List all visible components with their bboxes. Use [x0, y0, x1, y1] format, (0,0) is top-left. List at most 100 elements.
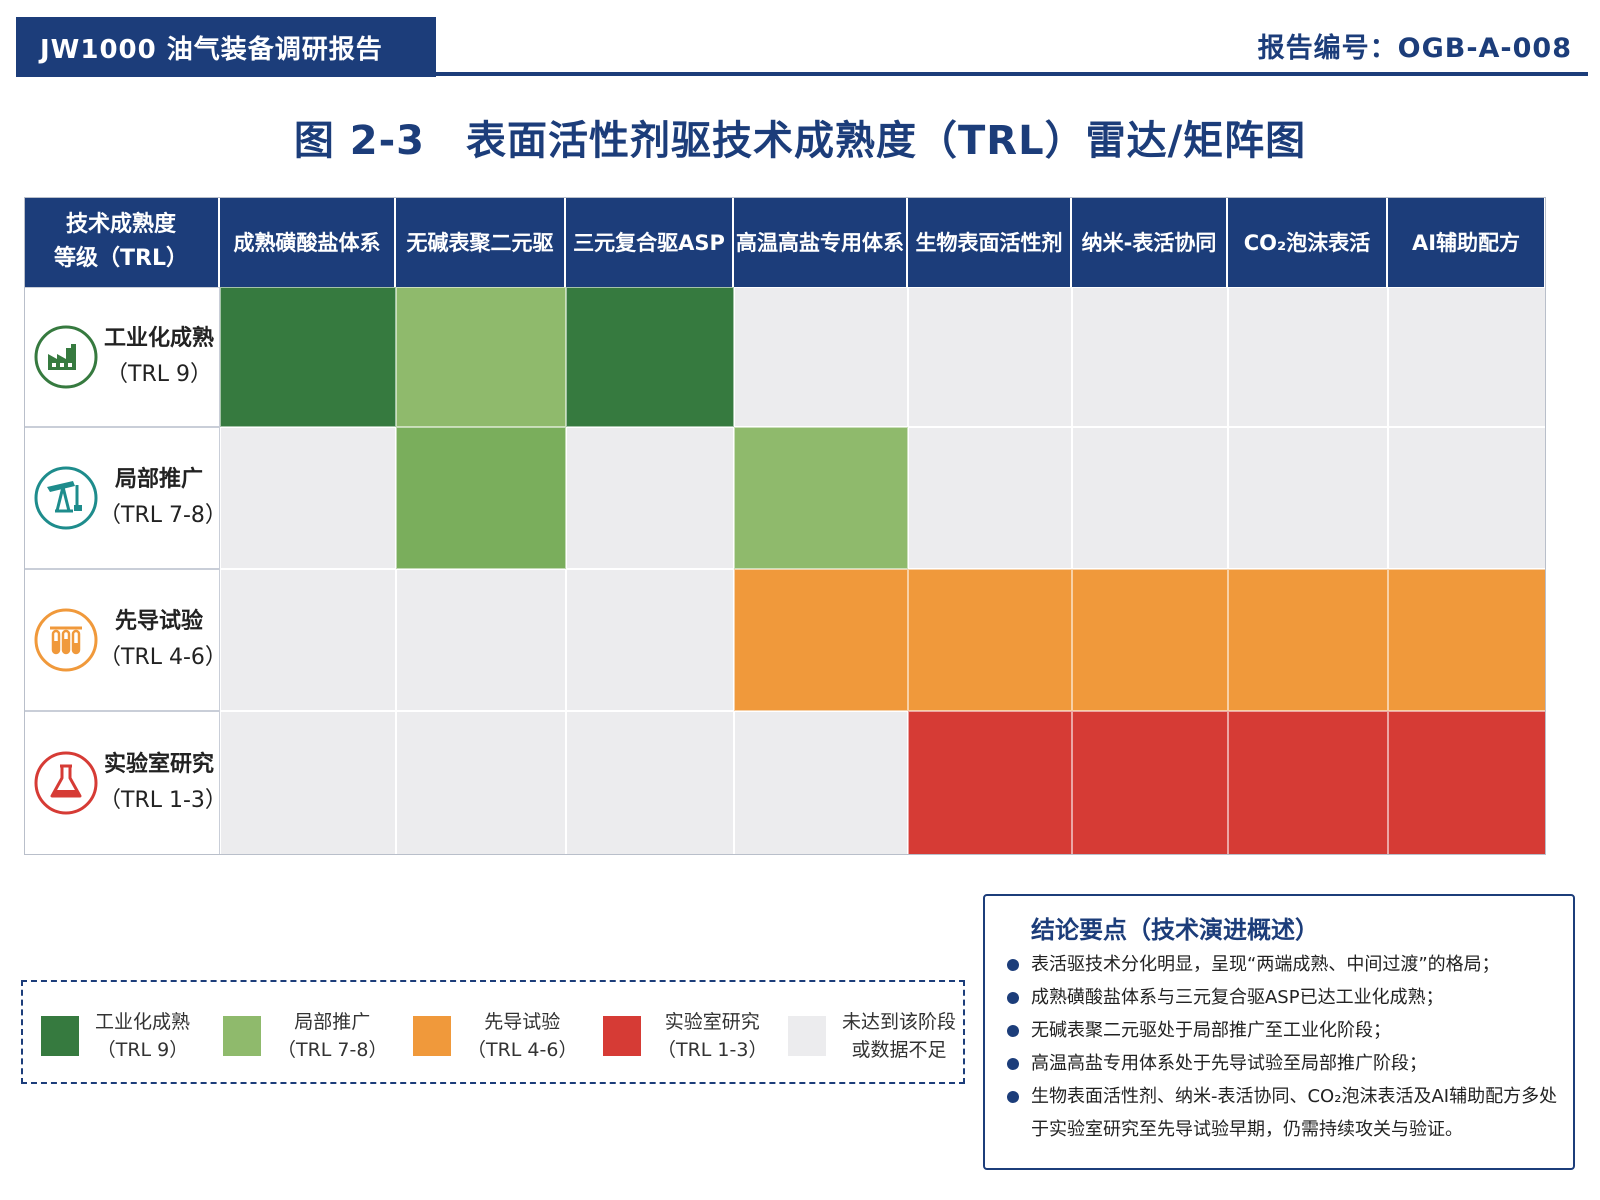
row-header-text: 局部推广 （TRL 7-8） [99, 462, 227, 534]
matrix-cell [396, 711, 566, 855]
key-points-title: 结论要点（技术演进概述） [1031, 916, 1319, 944]
matrix-cell [1388, 287, 1546, 427]
bullet-icon [1007, 1091, 1019, 1103]
bullet-icon [1007, 992, 1019, 1004]
column-header: 高温高盐专用体系 [734, 197, 908, 287]
key-point: 生物表面活性剂、纳米-表活协同、CO₂泡沫表活及AI辅助配方多处于实验室研究至先… [1007, 1080, 1567, 1146]
matrix-cell [396, 287, 566, 427]
row-header-text: 工业化成熟 （TRL 9） [99, 321, 219, 393]
legend-label: 局部推广 （TRL 7-8） [277, 1008, 387, 1064]
matrix-cell [566, 427, 734, 569]
key-point-text: 高温高盐专用体系处于先导试验至局部推广阶段； [1031, 1053, 1427, 1074]
corner-header-line: 技术成熟度 [65, 212, 176, 237]
legend-label: 工业化成熟 （TRL 9） [95, 1008, 190, 1064]
column-header: 成熟磺酸盐体系 [220, 197, 396, 287]
matrix-cell [734, 711, 908, 855]
matrix-cell [1072, 427, 1228, 569]
matrix-cell [566, 711, 734, 855]
test-tubes-icon [33, 607, 99, 673]
legend-sublabel: 或数据不足 [851, 1039, 947, 1061]
legend-swatch [603, 1016, 641, 1056]
matrix-cell [220, 711, 396, 855]
legend-swatch [41, 1016, 79, 1056]
legend-item: 未达到该阶段 或数据不足 [788, 1008, 956, 1064]
key-points-list: 表活驱技术分化明显，呈现“两端成熟、中间过渡”的格局； 成熟磺酸盐体系与三元复合驱… [1007, 948, 1567, 1146]
report-number: 报告编号：OGB-A-008 [1257, 33, 1572, 64]
matrix-cell [908, 569, 1072, 711]
row-header: 先导试验 （TRL 4-6） [24, 569, 227, 711]
legend: 工业化成熟 （TRL 9） 局部推广 （TRL 7-8） 先导试验 （TRL 4-6） 实验… [21, 980, 965, 1084]
key-point: 表活驱技术分化明显，呈现“两端成熟、中间过渡”的格局； [1007, 948, 1567, 981]
matrix-cell [734, 287, 908, 427]
key-point: 成熟磺酸盐体系与三元复合驱ASP已达工业化成熟； [1007, 981, 1567, 1014]
matrix-cell [908, 287, 1072, 427]
legend-sublabel: （TRL 1-3） [657, 1039, 768, 1061]
row-header: 局部推广 （TRL 7-8） [24, 427, 227, 569]
matrix-cell [1228, 427, 1388, 569]
matrix-cell [220, 427, 396, 569]
row-name: 实验室研究 [103, 752, 214, 777]
matrix-cell [1388, 427, 1546, 569]
row-header-text: 先导试验 （TRL 4-6） [99, 604, 227, 676]
figure-title: 图 2-3 表面活性剂驱技术成熟度（TRL）雷达/矩阵图 [293, 118, 1307, 164]
legend-item: 工业化成熟 （TRL 9） [41, 1008, 190, 1064]
legend-label-line: 局部推广 [294, 1011, 371, 1033]
legend-sublabel: （TRL 7-8） [277, 1039, 388, 1061]
row-header: 实验室研究 （TRL 1-3） [24, 711, 227, 855]
key-point-text: 生物表面活性剂、纳米-表活协同、CO₂泡沫表活及AI辅助配方多处于实验室研究至先… [1031, 1086, 1558, 1140]
corner-header-line: 等级（TRL） [54, 246, 188, 271]
matrix-cell [1388, 569, 1546, 711]
header-divider [16, 72, 1588, 76]
matrix-cell [220, 569, 396, 711]
legend-label-line: 工业化成熟 [95, 1011, 191, 1033]
matrix-cell [1072, 569, 1228, 711]
row-trl-range: （TRL 9） [106, 362, 212, 387]
factory-icon [33, 324, 99, 390]
legend-label-line: 先导试验 [484, 1011, 561, 1033]
flask-icon [33, 750, 99, 816]
matrix-cell [734, 569, 908, 711]
column-header: 纳米-表活协同 [1072, 197, 1228, 287]
legend-item: 局部推广 （TRL 7-8） [223, 1008, 387, 1064]
key-point: 高温高盐专用体系处于先导试验至局部推广阶段； [1007, 1047, 1567, 1080]
matrix-cell [220, 287, 396, 427]
legend-sublabel: （TRL 9） [96, 1039, 189, 1061]
row-name: 先导试验 [114, 609, 203, 634]
legend-label: 先导试验 （TRL 4-6） [467, 1008, 577, 1064]
column-header: CO₂泡沫表活 [1228, 197, 1388, 287]
matrix-cell [734, 427, 908, 569]
key-point-text: 无碱表聚二元驱处于局部推广至工业化阶段； [1031, 1020, 1391, 1041]
matrix-cell [396, 427, 566, 569]
key-point-text: 表活驱技术分化明显，呈现“两端成熟、中间过渡”的格局； [1031, 954, 1500, 975]
legend-swatch [413, 1016, 451, 1056]
matrix-cell [566, 569, 734, 711]
legend-item: 先导试验 （TRL 4-6） [413, 1008, 577, 1064]
matrix-cell [1072, 287, 1228, 427]
row-name: 局部推广 [114, 467, 203, 492]
column-header: 生物表面活性剂 [908, 197, 1072, 287]
matrix-cell [908, 427, 1072, 569]
bullet-icon [1007, 1058, 1019, 1070]
key-points-panel: 结论要点（技术演进概述） 表活驱技术分化明显，呈现“两端成熟、中间过渡”的格局；… [983, 894, 1575, 1170]
legend-sublabel: （TRL 4-6） [467, 1039, 578, 1061]
matrix-cell [396, 569, 566, 711]
row-trl-range: （TRL 7-8） [99, 503, 227, 528]
column-header: 三元复合驱ASP [566, 197, 734, 287]
legend-swatch [223, 1016, 261, 1056]
legend-label-line: 实验室研究 [664, 1011, 760, 1033]
row-trl-range: （TRL 1-3） [99, 788, 227, 813]
matrix-cell [566, 287, 734, 427]
key-point-text: 成熟磺酸盐体系与三元复合驱ASP已达工业化成熟； [1031, 987, 1444, 1008]
row-trl-range: （TRL 4-6） [99, 645, 227, 670]
legend-label: 实验室研究 （TRL 1-3） [657, 1008, 767, 1064]
report-title-tab: JW1000 油气装备调研报告 [16, 17, 436, 77]
column-header: AI辅助配方 [1388, 197, 1546, 287]
row-header-text: 实验室研究 （TRL 1-3） [99, 747, 227, 819]
legend-label-line: 未达到该阶段 [842, 1011, 957, 1033]
column-header: 无碱表聚二元驱 [396, 197, 566, 287]
row-name: 工业化成熟 [103, 326, 214, 351]
matrix-cell [1072, 711, 1228, 855]
matrix-cell [1228, 287, 1388, 427]
key-point: 无碱表聚二元驱处于局部推广至工业化阶段； [1007, 1014, 1567, 1047]
legend-swatch [788, 1016, 826, 1056]
